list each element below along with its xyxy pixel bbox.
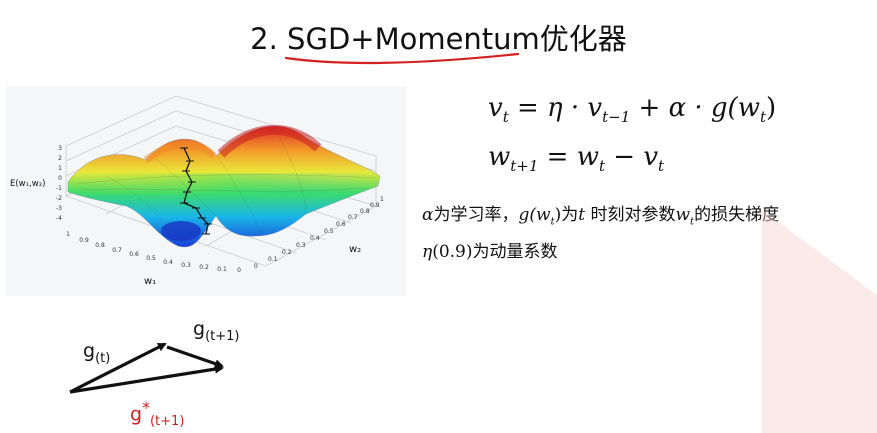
svg-text:0.9: 0.9 bbox=[79, 237, 89, 244]
svg-text:0.3: 0.3 bbox=[296, 242, 306, 249]
x-axis-ticks: 1 0.9 0.8 0.7 0.6 0.5 0.4 0.3 0.2 0.1 0 bbox=[66, 231, 241, 274]
svg-text:1: 1 bbox=[380, 196, 384, 203]
label-g-t: g(t) bbox=[83, 340, 111, 366]
svg-text:0.6: 0.6 bbox=[336, 221, 346, 228]
z-axis-ticks: 3 2 1 0 -1 -2 -3 -4 bbox=[56, 145, 62, 222]
slide-title: 2. SGD+Momentum优化器 bbox=[250, 22, 627, 56]
svg-text:0.1: 0.1 bbox=[268, 256, 278, 263]
svg-text:3: 3 bbox=[58, 145, 62, 152]
svg-text:0.3: 0.3 bbox=[181, 262, 191, 269]
svg-text:0.6: 0.6 bbox=[129, 251, 139, 258]
svg-text:0.7: 0.7 bbox=[112, 247, 122, 254]
formula-description: α为学习率，g(wt)为t 时刻对参数wt的损失梯度 η(0.9)为动量系数 bbox=[422, 200, 779, 268]
svg-text:0.1: 0.1 bbox=[217, 266, 227, 273]
svg-text:0: 0 bbox=[254, 263, 258, 270]
weight-update-formula: wt+1 = wt − vt bbox=[488, 142, 665, 176]
svg-text:0.4: 0.4 bbox=[163, 259, 173, 266]
svg-text:1: 1 bbox=[58, 165, 62, 172]
velocity-formula: vt = η · vt−1 + α · g(wt) bbox=[488, 93, 777, 127]
svg-text:0.7: 0.7 bbox=[348, 214, 358, 221]
svg-text:-2: -2 bbox=[56, 195, 62, 202]
svg-text:0.8: 0.8 bbox=[95, 242, 105, 249]
svg-text:0: 0 bbox=[237, 267, 241, 274]
z-axis-label: E(w₁,w₂) bbox=[10, 179, 45, 189]
svg-text:0.9: 0.9 bbox=[370, 202, 380, 209]
svg-text:0.2: 0.2 bbox=[282, 249, 292, 256]
g-t1-vector bbox=[166, 345, 224, 368]
x-axis-label: w₁ bbox=[144, 276, 156, 287]
error-surface-plot: 3 2 1 0 -1 -2 -3 -4 1 0.9 0.8 0.7 0.6 0.… bbox=[6, 86, 406, 296]
surface-mesh bbox=[75, 130, 377, 245]
title-underline bbox=[284, 52, 520, 65]
svg-text:-3: -3 bbox=[56, 205, 62, 212]
svg-text:0.5: 0.5 bbox=[146, 255, 156, 262]
decorative-triangle bbox=[762, 210, 877, 433]
sgd-trajectory bbox=[180, 147, 212, 235]
svg-text:0.4: 0.4 bbox=[310, 235, 320, 242]
description-line-2: η(0.9)为动量系数 bbox=[422, 242, 558, 263]
svg-text:1: 1 bbox=[66, 231, 70, 238]
svg-text:-4: -4 bbox=[56, 215, 62, 222]
svg-text:0: 0 bbox=[58, 175, 62, 182]
svg-text:0.8: 0.8 bbox=[360, 208, 370, 215]
svg-text:-1: -1 bbox=[56, 185, 62, 192]
y-axis-label: w₂ bbox=[349, 244, 361, 255]
label-g-star: g*(t+1) bbox=[130, 398, 185, 430]
svg-text:2: 2 bbox=[58, 155, 62, 162]
svg-text:0.5: 0.5 bbox=[324, 228, 334, 235]
g-star-vector bbox=[69, 364, 224, 394]
svg-text:0.2: 0.2 bbox=[199, 264, 209, 271]
y-axis-ticks: 0 0.1 0.2 0.3 0.4 0.5 0.6 0.7 0.8 0.9 1 bbox=[254, 196, 384, 270]
label-g-t1: g(t+1) bbox=[193, 318, 240, 344]
g-t-vector bbox=[69, 342, 167, 394]
formula-block: vt = η · vt−1 + α · g(wt) wt+1 = wt − vt bbox=[488, 88, 776, 186]
description-line-1: α为学习率，g(wt)为t 时刻对参数wt的损失梯度 bbox=[422, 205, 780, 228]
momentum-vector-diagram bbox=[69, 342, 224, 394]
